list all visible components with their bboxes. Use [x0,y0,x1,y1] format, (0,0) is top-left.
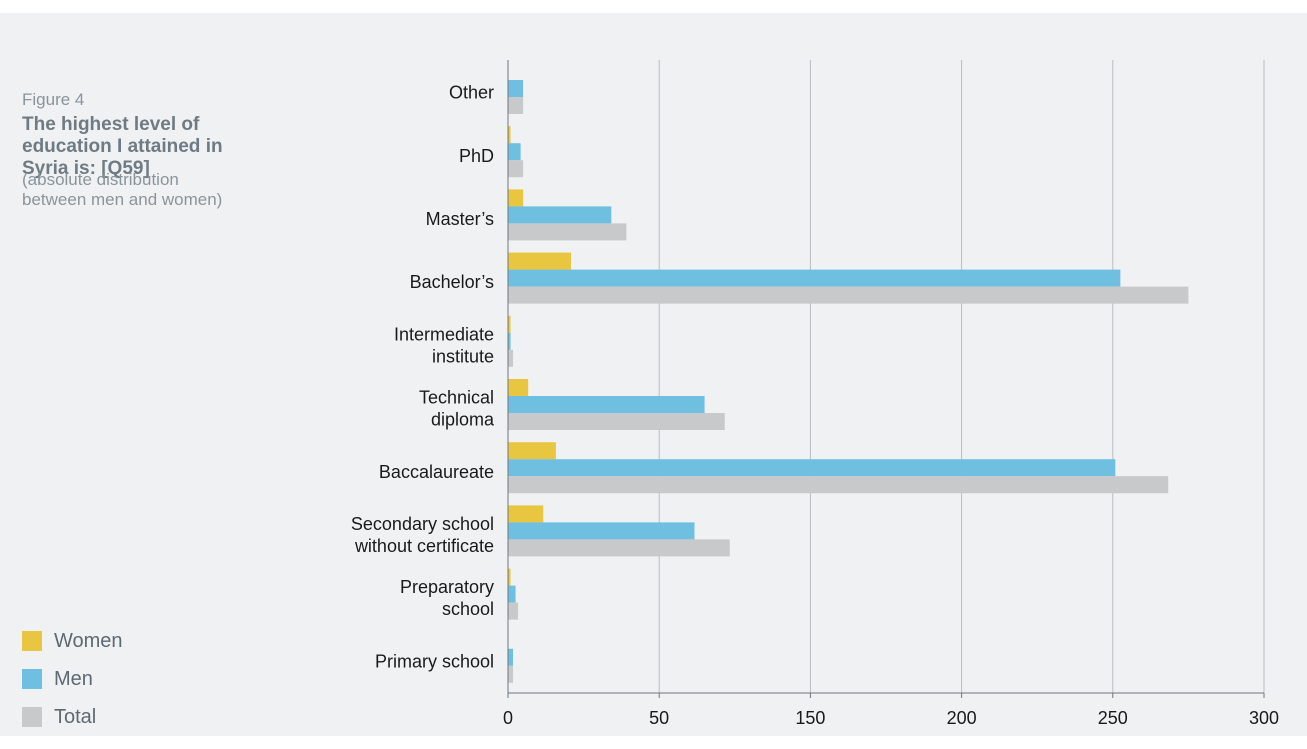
bar-total [508,539,730,557]
bar-men [508,143,521,161]
category-label-line: Preparatory [400,577,494,597]
bar-total [508,476,1169,494]
legend-item-total: Total [22,698,123,736]
legend: Women Men Total [22,622,123,736]
category-label-line: Baccalaureate [379,462,494,482]
category-label-line: Bachelor’s [410,272,494,292]
category-label: Baccalaureate [379,462,494,482]
bar-women [508,379,529,396]
figure-label: Figure 4 [22,90,85,109]
bar-women [508,442,556,460]
bar-women [508,505,544,523]
bar-men [508,206,612,224]
legend-label-total: Total [54,705,97,728]
bar-total [508,665,514,683]
category-label-line: Intermediate [394,324,494,344]
category-label: Primary school [375,651,494,671]
x-tick-label: 300 [1249,708,1279,728]
category-label-line: PhD [459,146,494,166]
bar-total [508,413,725,430]
legend-item-women: Women [22,622,123,660]
figure-panel [0,13,1307,736]
legend-label-men: Men [54,667,93,690]
x-tick-label: 50 [649,708,669,728]
x-tick-label: 0 [503,708,513,728]
figure-subtitle: (absolute distribution between men and w… [22,170,223,209]
category-label: PhD [459,146,494,166]
legend-swatch-total [22,707,42,727]
category-label: Technical diploma [419,388,495,430]
category-label: Intermediate institute [394,324,494,366]
x-tick-label: 150 [795,708,825,728]
category-label-line: Other [449,83,494,103]
category-label-line: school [442,599,494,619]
category-label: Bachelor’s [410,272,494,292]
bar-total [508,160,524,178]
bar-men [508,648,514,666]
bar-men [508,522,695,540]
category-label: Secondary school without certificate [351,514,494,556]
category-label: Preparatory school [400,577,494,619]
category-label: Master’s [426,209,494,229]
legend-swatch-women [22,631,42,651]
category-label-line: without certificate [354,536,494,556]
category-label-line: Technical [419,388,494,408]
category-label-line: Primary school [375,651,494,671]
category-label-line: Master’s [426,209,494,229]
bar-total [508,349,514,367]
bar-men [508,459,1116,477]
x-tick-label: 250 [1098,708,1128,728]
category-label: Other [449,83,494,103]
bar-women [508,189,524,207]
legend-label-women: Women [54,629,123,652]
figure-title: The highest level of education I attaine… [22,114,223,179]
bar-men [508,585,516,603]
bar-women [508,315,511,333]
legend-item-men: Men [22,660,123,698]
legend-swatch-men [22,669,42,689]
bar-men [508,80,524,97]
bar-men [508,332,511,350]
bar-total [508,97,524,114]
category-label-line: institute [432,346,494,366]
bar-men [508,269,1121,287]
bar-total [508,286,1189,304]
category-label-line: diploma [431,410,495,430]
bar-women [508,568,511,586]
x-tick-label: 200 [947,708,977,728]
bar-total [508,223,627,241]
bar-total [508,602,519,620]
bar-men [508,396,705,413]
bar-women [508,252,571,270]
category-label-line: Secondary school [351,514,494,534]
bar-women [508,126,511,144]
